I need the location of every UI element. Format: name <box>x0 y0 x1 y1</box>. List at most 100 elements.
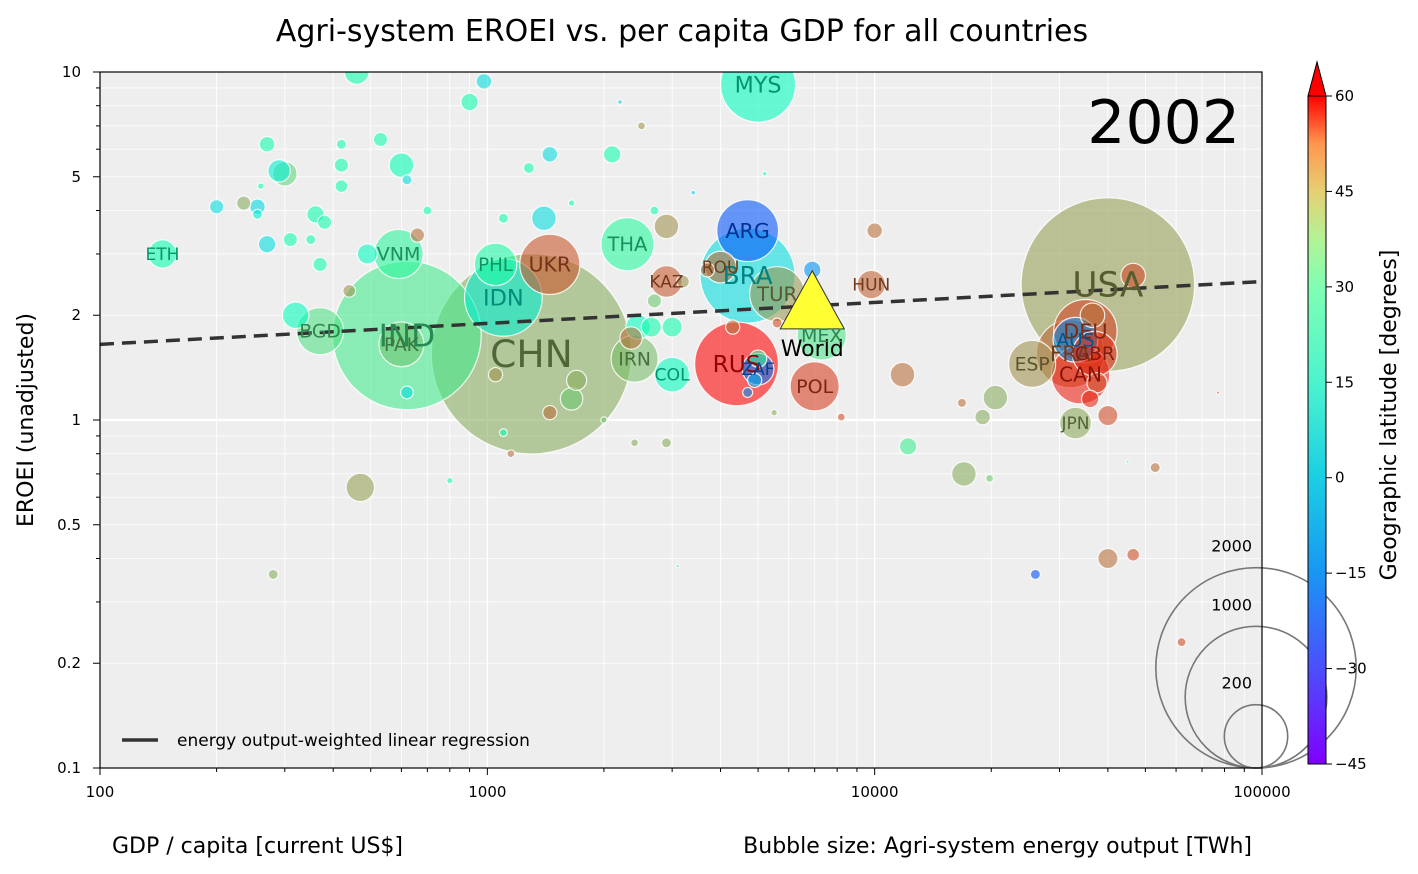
bubble <box>559 387 584 411</box>
colorbar-tick-label: 60 <box>1335 87 1354 105</box>
country-label-bra: BRA <box>723 261 773 290</box>
bubble <box>401 174 413 186</box>
bubble <box>1125 459 1130 464</box>
bubble-esp <box>1008 339 1057 388</box>
bubble <box>653 213 680 240</box>
bubble-jpn <box>1059 406 1092 440</box>
colorbar-tick-label: −45 <box>1335 755 1367 773</box>
country-label-eth: ETH <box>146 245 180 265</box>
bubble <box>690 189 697 196</box>
bubble-pol <box>789 361 840 412</box>
colorbar-tick-label: 45 <box>1335 182 1354 200</box>
country-label-idn: IDN <box>483 285 524 311</box>
bubble <box>1126 547 1141 562</box>
bubble <box>267 159 291 183</box>
world-triangle <box>779 269 846 330</box>
country-label-kaz: KAZ <box>649 272 683 292</box>
colorbar-gradient <box>1307 95 1327 765</box>
bubble <box>281 301 310 330</box>
size-legend-label: 2000 <box>1211 537 1252 556</box>
bubble <box>257 234 277 254</box>
bubble <box>567 199 576 207</box>
legend-entry: energy output-weighted linear regression <box>177 731 530 751</box>
colorbar-tick-label: 15 <box>1335 373 1354 391</box>
bubble <box>565 369 588 391</box>
country-label-rus: RUS <box>713 351 761 378</box>
bubble <box>497 212 509 224</box>
y-tick-label: 10 <box>62 63 81 81</box>
country-label-zaf: ZAF <box>742 360 775 380</box>
bubble-tha <box>600 217 655 272</box>
bubble <box>1080 389 1100 409</box>
legend: energy output-weighted linear regression <box>122 731 530 751</box>
bubble <box>335 138 348 150</box>
bubble <box>305 233 317 246</box>
y-tick-label: 1 <box>71 411 81 429</box>
bubble <box>460 92 479 112</box>
bubble <box>771 317 783 329</box>
country-label-jpn: JPN <box>1061 414 1090 434</box>
bubble <box>1079 302 1106 329</box>
bubble <box>630 438 640 448</box>
colorbar-tick-label: 30 <box>1335 278 1354 296</box>
bubble <box>617 99 623 105</box>
bubble <box>399 385 414 400</box>
colorbar: Geographic latitude [degrees] 60 45 30 15 0 −… <box>1307 60 1402 773</box>
bubble <box>409 227 426 243</box>
bubble <box>541 145 559 163</box>
y-tick-label: 0.1 <box>57 759 81 777</box>
bubble <box>1097 547 1119 570</box>
colorbar-tick-label: 0 <box>1335 469 1345 487</box>
bubble <box>422 205 433 216</box>
bubble <box>356 243 378 265</box>
bubble <box>475 72 493 90</box>
bubble-eth <box>147 239 178 269</box>
bubble <box>334 179 349 194</box>
bubble <box>602 145 622 164</box>
bubble <box>342 283 357 298</box>
bubble <box>661 316 683 338</box>
bubble <box>770 408 778 417</box>
bubble <box>675 564 680 569</box>
size-legend-label: 200 <box>1221 674 1252 693</box>
country-label-mex: MEX <box>801 325 842 347</box>
bubble <box>258 135 276 153</box>
country-labels: USA CHN IND IDN BRA RUS ARG MYS THA VNM PHL UKR KAZ R… <box>146 72 1144 434</box>
x-axis: 100 1000 10000 100000 <box>86 768 1291 801</box>
bubble <box>522 161 535 175</box>
colorbar-label: Geographic latitude [degrees] <box>1377 250 1402 581</box>
world-label: World <box>781 337 844 362</box>
y-axis: 0.1 0.2 0.5 1 2 5 10 <box>57 63 100 777</box>
world-marker: World <box>779 269 846 362</box>
country-label-pol: POL <box>796 376 833 398</box>
bubble <box>251 208 264 220</box>
country-label-tha: THA <box>606 233 648 256</box>
bubble <box>660 437 673 449</box>
x-axis-label: GDP / capita [current US$] <box>112 834 403 859</box>
bubble <box>748 349 768 368</box>
bubble-col <box>654 356 691 393</box>
bubble <box>746 372 763 389</box>
bubble <box>898 437 918 456</box>
x-tick-label: 1000 <box>468 783 506 801</box>
country-label-mys: MYS <box>735 72 782 98</box>
bubble <box>487 366 504 383</box>
country-label-usa: USA <box>1072 266 1144 306</box>
size-legend: 2000 1000 200 <box>1155 537 1357 769</box>
bubble <box>640 316 662 338</box>
bubble <box>506 449 516 459</box>
y-tick-label: 0.5 <box>57 516 81 534</box>
bubble <box>619 326 643 350</box>
bubble <box>282 231 299 248</box>
country-label-phl: PHL <box>478 255 514 276</box>
bubble <box>333 157 350 173</box>
bubble <box>388 152 415 178</box>
country-label-rou: ROU <box>702 258 740 278</box>
bubble <box>600 416 608 424</box>
x-tick-label: 10000 <box>851 783 899 801</box>
country-label-esp: ESP <box>1015 354 1050 375</box>
bubble-mys <box>719 72 797 123</box>
bubble <box>974 408 991 426</box>
bubble <box>1149 461 1161 474</box>
